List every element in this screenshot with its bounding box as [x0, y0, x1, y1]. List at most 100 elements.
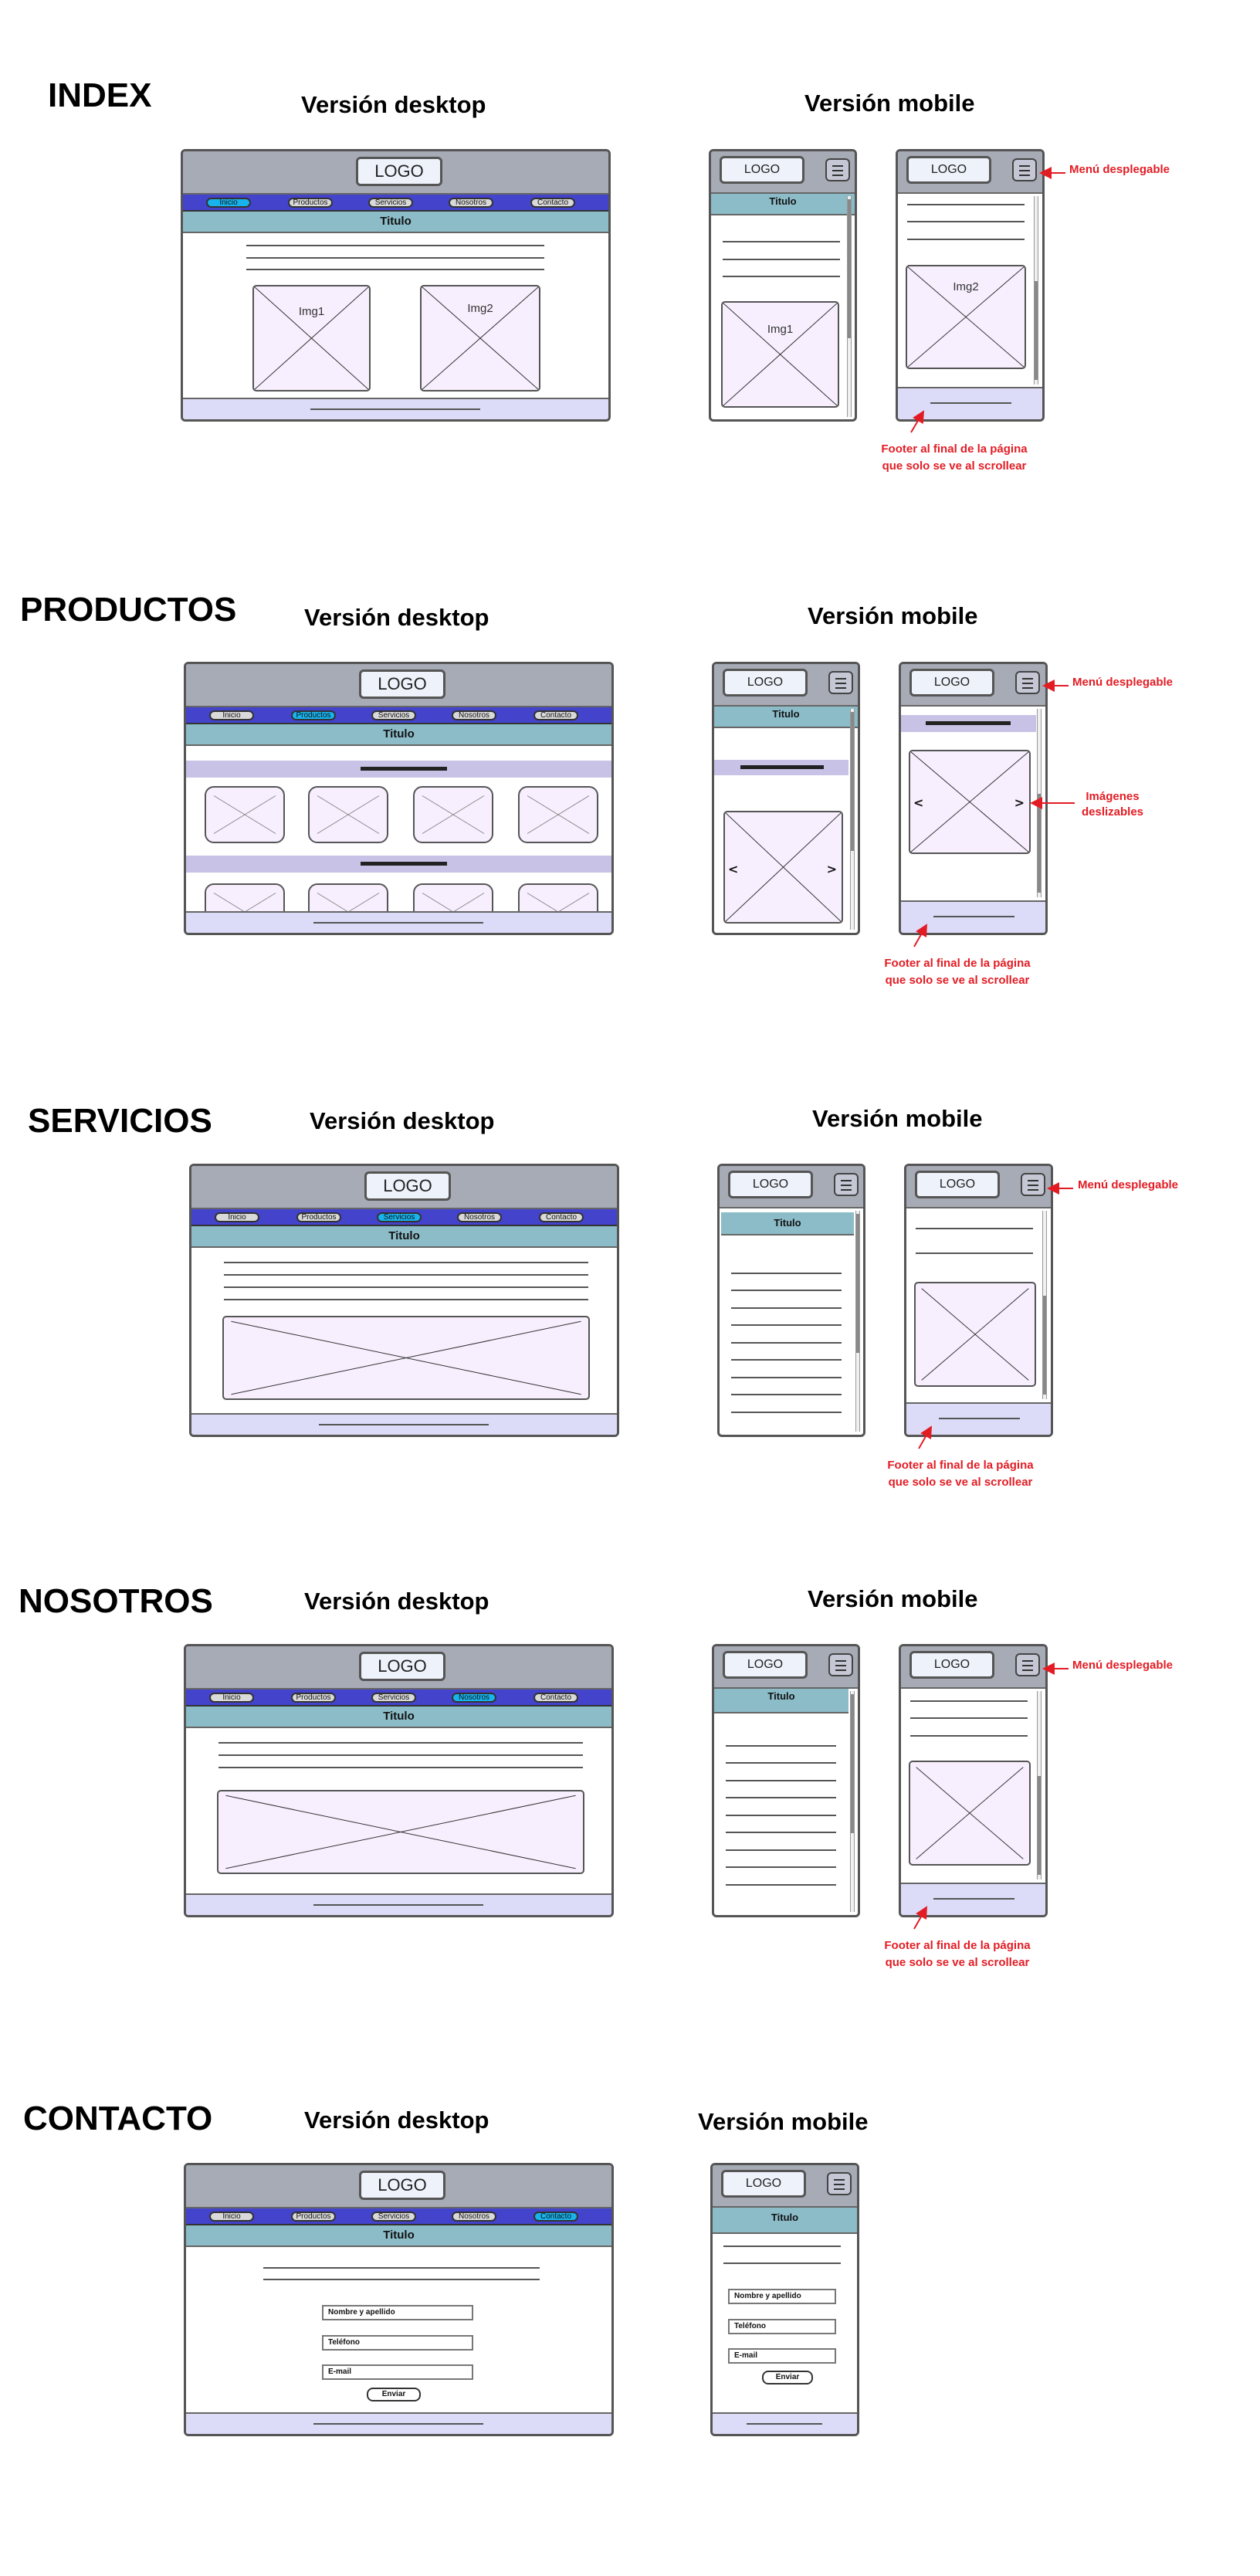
name-field[interactable]: Nombre y apellido [728, 2289, 836, 2304]
image-placeholder-1: Img1 [252, 285, 371, 391]
logo: LOGO [359, 1652, 445, 1681]
mobile-version-label: Versión mobile [698, 2108, 869, 2135]
product-card[interactable] [205, 786, 285, 843]
nav-item-nosotros[interactable]: Nosotros [452, 710, 496, 720]
annotation-footer-line1: Footer al final de la página [881, 442, 1028, 456]
annotation-footer-line2: que solo se ve al scrollear [882, 459, 1027, 473]
hamburger-icon[interactable] [834, 1173, 859, 1196]
chevron-right-icon[interactable]: > [1014, 795, 1025, 810]
product-card[interactable] [518, 786, 598, 843]
mobile-version-label: Versión mobile [812, 1105, 983, 1132]
image-placeholder-1: Img1 [721, 301, 839, 408]
phone-field[interactable]: Teléfono [728, 2319, 836, 2334]
nav-item-productos[interactable]: Productos [296, 1212, 341, 1222]
nav-item-servicios[interactable]: Servicios [377, 1212, 422, 1222]
nav-item-nosotros[interactable]: Nosotros [449, 198, 493, 208]
text-line [723, 241, 840, 242]
hamburger-icon[interactable] [1015, 1653, 1040, 1676]
hamburger-icon[interactable] [1015, 671, 1040, 694]
text-line [224, 1274, 588, 1276]
hamburger-icon[interactable] [1012, 158, 1037, 181]
scrollbar[interactable] [1037, 1691, 1042, 1879]
logo: LOGO [728, 1171, 813, 1198]
nav-item-productos[interactable]: Productos [291, 710, 336, 720]
chevron-right-icon[interactable]: > [826, 862, 837, 876]
nosotros-desktop-wireframe: LOGO Inicio Productos Servicios Nosotros… [184, 1644, 614, 1917]
image-label: Img1 [767, 323, 794, 336]
nav-item-inicio[interactable]: Inicio [209, 2212, 254, 2222]
nav-item-servicios[interactable]: Servicios [368, 198, 413, 208]
nav-item-productos[interactable]: Productos [291, 2212, 336, 2222]
send-button[interactable]: Enviar [762, 2371, 813, 2384]
email-field[interactable]: E-mail [322, 2364, 473, 2380]
image-placeholder-icon [723, 303, 838, 406]
product-card[interactable] [308, 786, 388, 843]
nav-item-servicios[interactable]: Servicios [371, 1693, 416, 1703]
image-placeholder-icon [254, 286, 369, 390]
section-title-index: INDEX [48, 76, 152, 114]
desktop-version-label: Versión desktop [304, 604, 489, 631]
scrollbar[interactable] [1037, 709, 1042, 897]
chevron-left-icon[interactable]: < [913, 795, 924, 810]
scrollbar[interactable] [847, 196, 852, 417]
text-line [916, 1252, 1033, 1254]
scrollbar[interactable] [855, 1211, 860, 1432]
nav-item-servicios[interactable]: Servicios [371, 2212, 416, 2222]
hamburger-icon[interactable] [1021, 1173, 1045, 1196]
nav-item-productos[interactable]: Productos [291, 1693, 336, 1703]
nav-item-inicio[interactable]: Inicio [209, 710, 254, 720]
nav-item-contacto[interactable]: Contacto [533, 710, 578, 720]
send-button[interactable]: Enviar [367, 2388, 421, 2401]
annotation-menu: Menú desplegable [1078, 1178, 1179, 1191]
text-line [910, 1717, 1028, 1719]
header: LOGO [186, 664, 611, 707]
servicios-mobile-wireframe-top: LOGO Titulo [717, 1164, 865, 1437]
image-placeholder-icon [218, 1791, 583, 1873]
product-card[interactable] [413, 786, 493, 843]
section-title-productos: PRODUCTOS [20, 591, 237, 629]
text-line [218, 1767, 583, 1768]
chevron-left-icon[interactable]: < [728, 862, 739, 876]
nav-item-nosotros[interactable]: Nosotros [452, 1693, 496, 1703]
nav-item-nosotros[interactable]: Nosotros [457, 1212, 502, 1222]
logo: LOGO [915, 1171, 1000, 1198]
logo: LOGO [909, 669, 994, 697]
hamburger-icon[interactable] [828, 1653, 853, 1676]
nav-item-contacto[interactable]: Contacto [530, 198, 575, 208]
text-line [246, 245, 544, 246]
scrollbar[interactable] [1034, 196, 1038, 385]
nav-item-nosotros[interactable]: Nosotros [452, 2212, 496, 2222]
nav-item-inicio[interactable]: Inicio [206, 198, 251, 208]
text-line [726, 1797, 836, 1798]
hamburger-icon[interactable] [828, 671, 853, 694]
product-slider[interactable]: < > [909, 750, 1031, 854]
scrollbar[interactable] [850, 1691, 855, 1912]
mobile-version-label: Versión mobile [808, 1585, 978, 1612]
logo: LOGO [723, 1651, 808, 1679]
scrollbar[interactable] [1042, 1211, 1047, 1399]
title-bar: Titulo [186, 1707, 611, 1728]
nav-item-contacto[interactable]: Contacto [533, 1693, 578, 1703]
image-placeholder-wide [217, 1790, 584, 1874]
text-line [726, 1780, 836, 1781]
scrollbar[interactable] [850, 709, 855, 930]
title-bar: Titulo [186, 2225, 611, 2247]
nav-item-inicio[interactable]: Inicio [209, 1693, 254, 1703]
header: LOGO [901, 664, 1045, 707]
nav-item-servicios[interactable]: Servicios [371, 710, 416, 720]
nav-item-contacto[interactable]: Contacto [533, 2212, 578, 2222]
text-line [726, 1745, 836, 1747]
email-field[interactable]: E-mail [728, 2348, 836, 2364]
image-placeholder-icon [916, 1283, 1035, 1385]
logo: LOGO [720, 156, 804, 184]
nav-item-contacto[interactable]: Contacto [539, 1212, 584, 1222]
section-title-servicios: SERVICIOS [28, 1102, 212, 1140]
hamburger-icon[interactable] [825, 158, 850, 181]
product-slider[interactable]: < > [723, 811, 843, 924]
phone-field[interactable]: Teléfono [322, 2335, 473, 2351]
name-field[interactable]: Nombre y apellido [322, 2305, 473, 2320]
nav-item-productos[interactable]: Productos [288, 198, 333, 208]
hamburger-icon[interactable] [827, 2172, 852, 2195]
nav-item-inicio[interactable]: Inicio [215, 1212, 259, 1222]
footer [191, 1413, 617, 1435]
